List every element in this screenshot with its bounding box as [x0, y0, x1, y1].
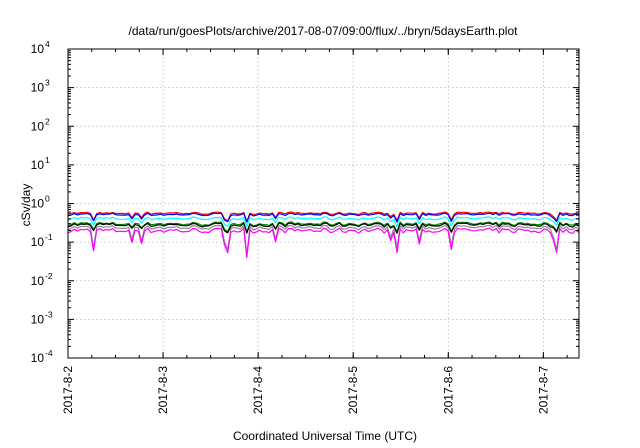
series-line-1	[67, 211, 580, 222]
y-tick-label: 10	[31, 197, 45, 211]
y-tick-exponent: 2	[45, 116, 50, 126]
y-tick-label: 10	[31, 81, 45, 95]
y-tick-label: 10	[31, 42, 45, 56]
y-tick-label: 10	[31, 235, 45, 249]
y-tick-exponent: -3	[45, 309, 53, 319]
y-tick-exponent: 3	[45, 78, 50, 88]
x-tick-label: 2017-8-4	[251, 366, 265, 414]
y-tick-exponent: -4	[45, 348, 53, 358]
y-tick-label: 10	[31, 119, 45, 133]
series-line-2	[67, 212, 580, 223]
x-tick-label: 2017-8-5	[346, 366, 360, 414]
series-line-6	[67, 224, 580, 255]
x-tick-label: 2017-8-6	[441, 366, 455, 414]
y-tick-exponent: 0	[45, 194, 50, 204]
x-axis-label: Coordinated Universal Time (UTC)	[233, 429, 417, 443]
x-tick-label: 2017-8-2	[61, 366, 75, 414]
y-tick-label: 10	[31, 158, 45, 172]
y-tick-label: 10	[31, 274, 45, 288]
plot-frame	[67, 48, 580, 359]
series-line-5	[67, 222, 580, 234]
y-tick-exponent: -2	[45, 271, 53, 281]
x-tick-label: 2017-8-7	[536, 366, 550, 414]
series-line-3	[67, 216, 580, 228]
series-line-7	[67, 227, 580, 259]
chart-title: /data/run/goesPlots/archive/2017-08-07/0…	[129, 24, 519, 38]
y-tick-label: 10	[31, 351, 45, 365]
y-tick-label: 10	[31, 312, 45, 326]
y-tick-exponent: 1	[45, 155, 50, 165]
series-line-4	[67, 221, 580, 233]
data-series	[67, 211, 580, 259]
y-tick-exponent: 4	[45, 39, 50, 49]
y-axis-label: cSv/day	[19, 184, 33, 227]
y-tick-exponent: -1	[45, 232, 53, 242]
x-tick-label: 2017-8-3	[156, 366, 170, 414]
grid-lines	[68, 49, 579, 358]
